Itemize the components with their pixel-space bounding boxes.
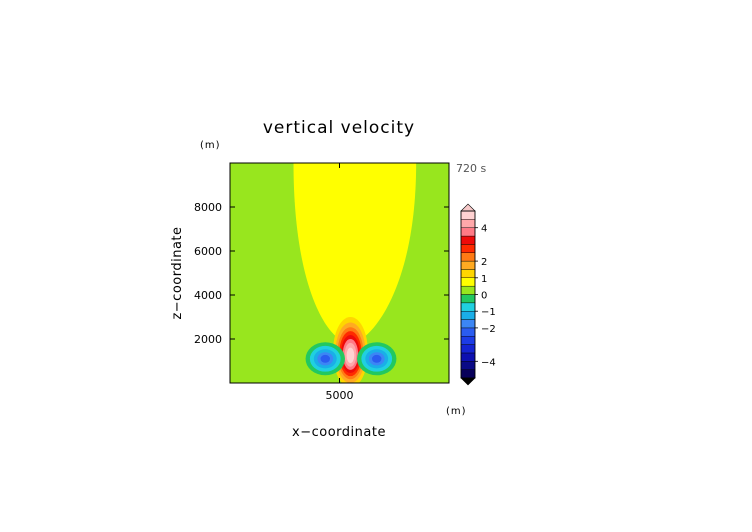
colorbar-swatch (460, 344, 476, 354)
colorbar-swatch (460, 277, 476, 287)
colorbar-tick-label: 2 (481, 257, 487, 268)
colorbar-tick-label: 4 (481, 224, 487, 235)
y-tick-label: 6000 (194, 245, 222, 258)
colorbar-tick-label: −2 (481, 324, 496, 335)
y-axis-label: z−coordinate (170, 226, 185, 319)
colorbar-swatch (460, 252, 476, 262)
time-label: 720 s (456, 162, 486, 175)
colorbar-swatch (460, 327, 476, 337)
colorbar-swatch (460, 269, 476, 279)
colorbar-swatch (460, 302, 476, 312)
plot-area (230, 163, 449, 383)
x-axis-label: x−coordinate (292, 425, 386, 440)
colorbar-swatch (460, 336, 476, 345)
downdraft-contour (371, 354, 382, 363)
colorbar: 4 2 1 0 −1 −2 −4 (460, 203, 496, 386)
x-axis: 5000 (326, 163, 354, 402)
colorbar-swatch (460, 260, 476, 270)
colorbar-under-arrow (460, 377, 476, 386)
colorbar-swatch (460, 369, 476, 379)
colorbar-tick-label: −1 (481, 307, 496, 318)
colorbar-swatch (460, 210, 476, 220)
colorbar-swatch (460, 319, 476, 329)
colorbar-swatch (460, 285, 476, 295)
colorbar-over-arrow (460, 203, 476, 212)
colorbar-tick-label: −4 (481, 357, 496, 368)
y-unit-label: (m) (200, 140, 221, 151)
y-tick-label: 4000 (194, 289, 222, 302)
colorbar-swatch (460, 219, 476, 228)
y-tick-label: 2000 (194, 333, 222, 346)
colorbar-tick-label: 0 (481, 291, 487, 302)
downdraft-contour (320, 354, 330, 363)
colorbar-swatch (460, 361, 476, 370)
x-unit-label: (m) (446, 406, 467, 417)
chart-title: vertical velocity (263, 118, 415, 138)
x-tick-label: 5000 (326, 389, 354, 402)
colorbar-swatch (460, 244, 476, 253)
colorbar-swatch (460, 235, 476, 245)
y-tick-label: 8000 (194, 201, 222, 214)
plume-region (293, 163, 417, 339)
colorbar-swatch (460, 311, 476, 320)
y-axis: 2000 4000 6000 8000 (194, 201, 449, 346)
updraft-contour (346, 347, 355, 364)
colorbar-swatch (460, 352, 476, 362)
colorbar-swatch (460, 294, 476, 304)
colorbar-swatch (460, 227, 476, 237)
colorbar-tick-label: 1 (481, 274, 487, 285)
